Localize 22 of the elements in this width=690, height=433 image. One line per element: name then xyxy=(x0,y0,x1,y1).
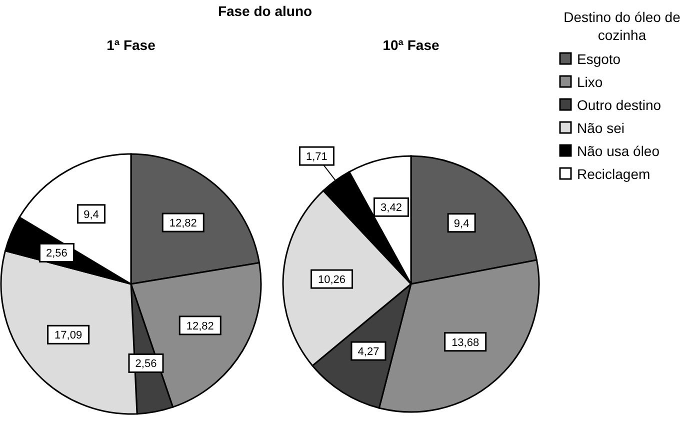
data-label: 4,27 xyxy=(358,346,380,358)
data-label: 2,56 xyxy=(46,248,68,260)
slice-label: 10ª Fase xyxy=(382,37,440,53)
legend-label: Esgoto xyxy=(577,51,621,67)
data-label: 13,68 xyxy=(452,336,480,349)
data-label: 12,82 xyxy=(169,218,197,230)
legend-label: Lixo xyxy=(577,74,603,90)
data-label: 9,4 xyxy=(454,218,470,230)
chart-title: Fase do aluno xyxy=(218,3,312,19)
legend-label: Reciclagem xyxy=(577,166,650,182)
legend-label: Não usa óleo xyxy=(577,143,660,159)
data-label: 3,42 xyxy=(380,202,402,214)
data-label: 1,71 xyxy=(306,151,328,164)
data-label: 10,26 xyxy=(318,274,346,286)
data-label: 2,56 xyxy=(135,358,157,370)
legend-label: Não sei xyxy=(577,120,624,136)
data-label: 17,09 xyxy=(54,330,82,342)
legend-title: Destino do óleo de cozinha xyxy=(564,9,681,43)
legend-label: Outro destino xyxy=(577,97,662,113)
data-label: 9,4 xyxy=(84,208,99,221)
data-label: 12,82 xyxy=(186,320,214,332)
slice-label: 1ª Fase xyxy=(106,37,156,53)
